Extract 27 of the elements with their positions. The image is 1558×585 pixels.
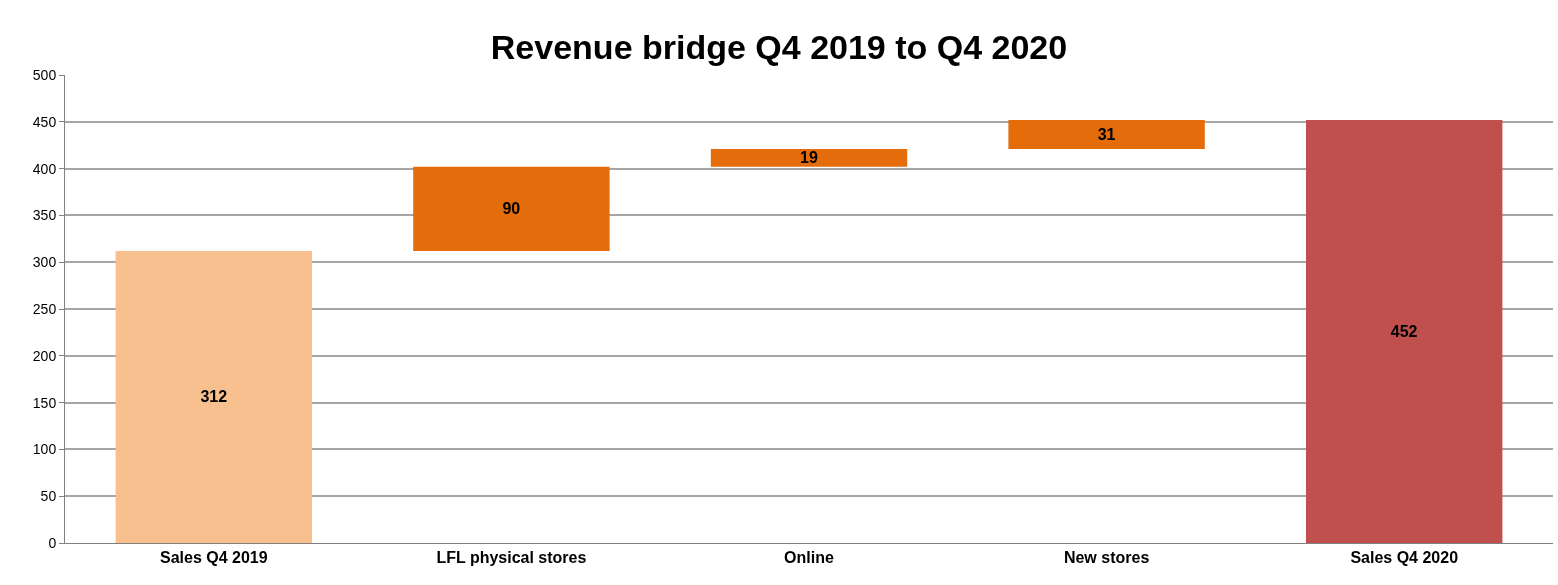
y-tick-label: 400 [32, 160, 57, 177]
y-tick-label: 200 [32, 347, 57, 364]
data-label: 19 [800, 149, 818, 167]
y-tick-label: 300 [32, 254, 57, 271]
x-tick-label: Sales Q4 2020 [1350, 549, 1459, 567]
x-tick-label: Online [784, 549, 834, 567]
y-tick-label: 500 [32, 66, 57, 83]
bar [115, 250, 313, 543]
data-label: 31 [1097, 125, 1116, 143]
bar [413, 166, 610, 251]
y-tick-label: 350 [32, 207, 57, 224]
chart-title: Revenue bridge Q4 2019 to Q4 2020 [490, 27, 1068, 66]
y-tick-label: 0 [48, 534, 57, 551]
y-tick-label: 50 [40, 488, 57, 505]
data-label: 90 [502, 200, 521, 218]
x-tick-label: New stores [1063, 549, 1150, 567]
data-label: 452 [1390, 322, 1418, 340]
data-label: 312 [200, 388, 228, 406]
y-tick-label: 250 [32, 300, 57, 317]
y-tick-label: 450 [32, 113, 57, 130]
bar [710, 148, 908, 167]
bar [1008, 119, 1205, 149]
bar [1305, 119, 1503, 543]
x-tick-label: Sales Q4 2019 [159, 549, 268, 567]
y-tick-label: 150 [32, 394, 57, 411]
x-tick-label: LFL physical stores [436, 549, 587, 567]
y-tick-label: 100 [32, 441, 57, 458]
